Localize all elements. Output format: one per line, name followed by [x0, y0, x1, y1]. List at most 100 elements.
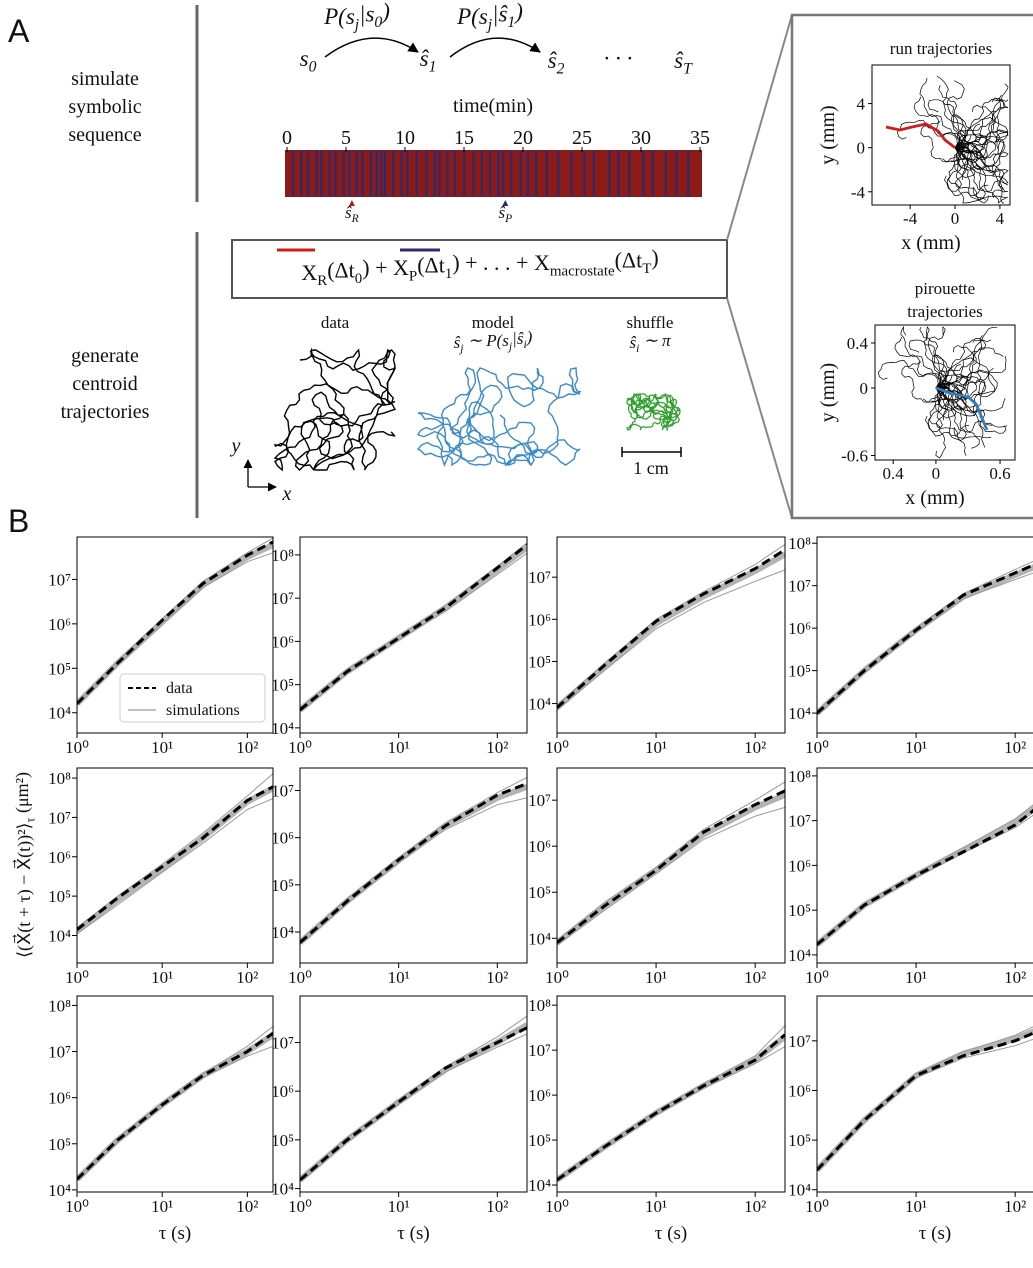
x-tick-label: 0 [282, 127, 292, 149]
y-tick-label: 10⁷ [48, 570, 71, 589]
pirouette-stripe [488, 150, 492, 197]
pirouette-stripe [675, 150, 678, 197]
y-tick-label: 10⁶ [271, 1082, 294, 1101]
data-line [300, 782, 527, 944]
simulation-low [300, 552, 527, 712]
y-tick-label: 10⁵ [271, 1131, 294, 1150]
text-part: · · · [604, 46, 633, 71]
transition-label: P(sj|s0) [323, 0, 390, 33]
y-tick-label: 10⁵ [48, 887, 71, 906]
x-tick-label: 25 [572, 127, 592, 149]
y-tick-label: 0 [857, 139, 866, 158]
x-tick-label: 10⁰ [288, 1197, 312, 1216]
plot-frame [76, 995, 274, 1193]
text-part: ) [380, 0, 390, 24]
plot-area [817, 1026, 1033, 1173]
x-tick-label: -4 [903, 209, 918, 228]
trajectory [900, 325, 942, 389]
pirouette-stripe [392, 150, 395, 197]
trajectory [927, 326, 947, 389]
trajectory [935, 370, 998, 395]
x-tick-label: 10¹ [151, 738, 173, 757]
x-axis-title: τ (s) [919, 1223, 951, 1244]
x-tick-label: 0.4 [883, 464, 905, 483]
x-tick-label: 15 [454, 127, 474, 149]
x-tick-label: 10⁰ [65, 738, 89, 757]
trajectory [946, 80, 966, 149]
formula: XR(Δt0) + XP(Δt1) + . . . + Xmacrostate(… [301, 245, 658, 289]
trajectory-sublabel: ŝj ∼ P(sj|ŝi) [454, 327, 533, 355]
x-tick-label: 4 [996, 209, 1005, 228]
subscript: j [507, 340, 512, 353]
axis-title: y (mm) [817, 105, 839, 164]
x-tick-label: 10² [486, 1197, 508, 1216]
legend-box [119, 673, 266, 723]
plot-frame [556, 536, 786, 734]
y-tick-label: 10⁴ [48, 704, 71, 723]
text-part: X [301, 260, 317, 285]
x-tick-label: 20 [513, 127, 533, 149]
trajectory [954, 147, 989, 204]
subscript: 0 [309, 58, 317, 75]
data-line [557, 1033, 785, 1182]
x-tick-label: 10² [1004, 1197, 1026, 1216]
y-tick-label: 10⁵ [48, 1135, 71, 1154]
text-part: (μm²) [12, 772, 33, 818]
x-tick-label: 10² [1004, 738, 1026, 757]
simulation-line [817, 1028, 1033, 1173]
y-tick-label: 10⁶ [788, 619, 811, 638]
data-line [300, 543, 527, 712]
pirouette-stripe [608, 150, 611, 197]
pirouette-stripe [355, 150, 358, 197]
plot-frame [76, 536, 274, 734]
plot-area [77, 537, 273, 706]
pirouette-stripe [375, 150, 378, 197]
trajectory [920, 121, 960, 163]
inset-box [790, 13, 1033, 520]
axis-title: time(min) [453, 95, 533, 117]
inset-title: run trajectories [890, 39, 992, 58]
plot-area [557, 543, 785, 711]
y-tick-label: 10⁷ [48, 808, 71, 827]
marker [502, 200, 509, 206]
state: ŝ2 [548, 48, 565, 77]
trajectory [954, 147, 1009, 199]
x-tick-label: 10¹ [388, 1197, 410, 1216]
x-tick-label: 10² [744, 1197, 766, 1216]
text-part: ŝ [629, 333, 636, 352]
plot-area [300, 776, 527, 945]
y-tick-label: 10⁸ [271, 546, 294, 565]
plot-area [300, 1015, 527, 1183]
subscript: τ [23, 817, 37, 822]
simulation-line [77, 785, 273, 934]
x-tick-label: 10⁰ [545, 1197, 569, 1216]
y-tick-label: 10⁷ [528, 1041, 551, 1060]
simulation-high [77, 773, 273, 928]
subscript: R [317, 273, 327, 289]
subscript: R [351, 212, 359, 225]
y-tick-label: 10⁶ [528, 837, 551, 856]
x-tick-label: 10² [1004, 968, 1026, 987]
pirouette-stripe [361, 150, 364, 197]
simulation-line [300, 544, 527, 713]
pirouette-stripe [687, 150, 690, 197]
pirouette-stripe [453, 150, 456, 197]
x-tick-label: 0 [951, 209, 960, 228]
x-axis-title: τ (s) [159, 1223, 191, 1244]
text-part: P(s [456, 4, 488, 29]
y-tick-label: 10⁵ [528, 1131, 551, 1150]
subscript: macrostate [550, 263, 615, 279]
text-part: (Δt [417, 253, 445, 278]
text-part: P(s [323, 4, 355, 29]
y-tick-label: -0.6 [841, 447, 868, 466]
y-tick-label: 10⁸ [788, 767, 811, 786]
data-line [817, 1031, 1033, 1172]
trajectory [954, 97, 1006, 149]
row-label: simulate [71, 68, 139, 90]
y-tick-label: -4 [851, 183, 866, 202]
axis-title: x (mm) [901, 232, 960, 254]
x-tick-label: 10¹ [151, 1197, 173, 1216]
pirouette-stripe [406, 150, 409, 197]
y-tick-label: 10⁴ [788, 1181, 811, 1200]
legend-label: simulations [166, 702, 240, 719]
